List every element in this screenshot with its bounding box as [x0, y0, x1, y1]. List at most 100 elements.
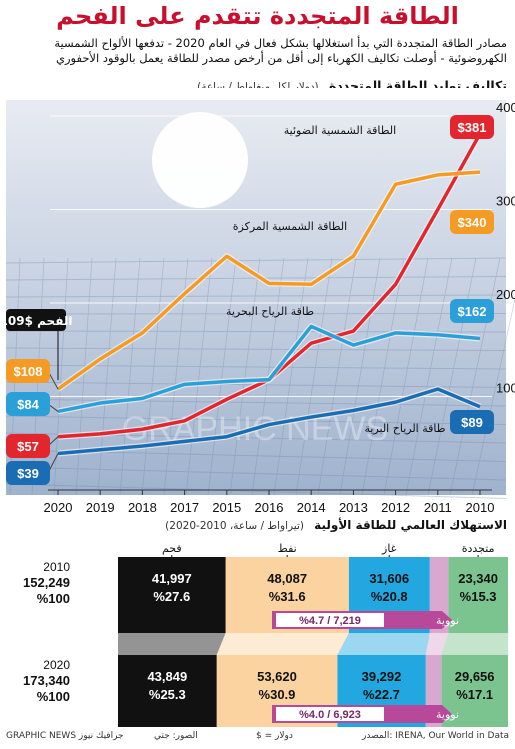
- panel-line: [471, 297, 515, 496]
- segment-value: 39,292: [362, 669, 402, 684]
- end-value-label: $162: [458, 304, 487, 319]
- consumption-chart: 2010152,249%10023,340%15.3متجددة31,606%2…: [23, 542, 508, 727]
- row-total-value: 173,340: [23, 673, 70, 688]
- coal-badge: [6, 309, 66, 331]
- panel-line: [361, 257, 405, 496]
- category-label: غاز: [381, 542, 397, 555]
- consumption-unit: (تيراواط / ساعة، 2010-2020): [165, 520, 304, 532]
- end-value-label: $381: [458, 120, 487, 135]
- consumption-title: الاستهلاك العالمي للطاقة الأولية (تيراوا…: [165, 518, 507, 532]
- end-value-badge: [450, 210, 494, 234]
- segment-pct: %20.8: [371, 589, 408, 604]
- connector-band: [441, 633, 508, 655]
- category-label: فحم: [162, 542, 182, 555]
- start-value-badge: [6, 434, 50, 458]
- y-tick-label: 300: [496, 194, 515, 209]
- segment-value: 53,620: [257, 669, 297, 684]
- start-value-label: $108: [14, 364, 43, 379]
- connector-band: [216, 633, 349, 655]
- panel-line: [5, 483, 507, 499]
- x-tick-label: 2016: [255, 500, 284, 515]
- panel-line: [229, 257, 261, 496]
- segment-pct: %27.6: [153, 589, 190, 604]
- start-value-label: $84: [17, 397, 39, 412]
- source-text: المصدر: IRENA, Our World in Data: [362, 731, 509, 741]
- row-year-label: 2020: [43, 658, 70, 672]
- row-total-pct: %100: [37, 689, 70, 704]
- end-value-badge: [450, 410, 494, 434]
- bar-segment: [118, 655, 217, 727]
- nuclear-value-label: %4.0 / 6,923: [299, 709, 361, 721]
- panel-line: [5, 294, 507, 298]
- series-name-label: الطاقة الشمسية الضوئية: [284, 124, 396, 137]
- segment-pct: %31.6: [269, 589, 306, 604]
- series-name-label: طاقة الرياح البرية: [364, 422, 445, 435]
- start-value-badge: [6, 392, 50, 416]
- page-subtitle: مصادر الطاقة المتجددة التي بدأ استغلالها…: [54, 36, 507, 65]
- x-tick-label: 2019: [86, 500, 115, 515]
- end-value-badge: [450, 115, 494, 139]
- panel-line: [207, 257, 237, 496]
- end-value-label: $340: [458, 215, 487, 230]
- panel-line: [75, 257, 93, 496]
- segment-pct: %30.9: [259, 687, 296, 702]
- start-value-badge: [6, 359, 50, 383]
- solar-panels: [5, 257, 515, 499]
- segment-value: 48,087: [267, 571, 307, 586]
- panel-line: [185, 257, 213, 496]
- y-tick-label: 200: [496, 287, 515, 302]
- panel-line: [5, 398, 507, 407]
- row-year-label: 2010: [43, 560, 70, 574]
- row-total-pct: %100: [37, 591, 70, 606]
- connector-band: [337, 633, 430, 655]
- panel-line: [295, 257, 333, 496]
- panel-line: [141, 257, 165, 496]
- connector-band: [118, 633, 226, 655]
- row-total-value: 152,249: [23, 575, 70, 590]
- panel-line: [5, 313, 507, 315]
- segment-pct: %25.3: [149, 687, 186, 702]
- x-tick-label: 2010: [466, 500, 495, 515]
- x-tick-label: 2020: [44, 500, 73, 515]
- panel-line: [5, 415, 507, 425]
- panel-line: [339, 257, 381, 496]
- end-value-label: $89: [461, 415, 483, 430]
- publisher-credit: GRAPHIC NEWS جرافيك نيوز: [6, 731, 124, 741]
- panel-line: [405, 257, 453, 496]
- segment-value: 29,656: [455, 669, 495, 684]
- panel-line: [383, 257, 429, 496]
- panel-line: [5, 347, 507, 351]
- category-label: نفط: [278, 542, 297, 555]
- coal-label: الفحم $109: [0, 314, 72, 328]
- panel-line: [273, 257, 309, 496]
- nuclear-name: نووية: [436, 708, 459, 721]
- category-label: متجددة: [462, 542, 495, 555]
- segment-value: 43,849: [147, 669, 187, 684]
- nuclear-callout-arrow: [442, 705, 452, 723]
- segment-pct: %22.7: [363, 687, 400, 702]
- x-tick-label: 2017: [170, 500, 199, 515]
- consumption-title-text: الاستهلاك العالمي للطاقة الأولية: [314, 518, 507, 532]
- bar-segment: [118, 557, 226, 633]
- x-tick-label: 2011: [424, 500, 452, 515]
- x-tick-label: 2012: [381, 500, 410, 515]
- start-value-label: $39: [17, 466, 39, 481]
- segment-pct: %17.1: [456, 687, 493, 702]
- panel-line: [317, 257, 357, 496]
- currency-note: $ = دولار: [256, 731, 293, 741]
- panel-line: [5, 257, 507, 264]
- series-name-label: الطاقة الشمسية المركزة: [233, 220, 347, 233]
- panel-line: [53, 257, 69, 496]
- nuclear-value-box: [276, 707, 384, 721]
- y-tick-label: 400: [496, 100, 515, 115]
- segment-value: 31,606: [369, 571, 409, 586]
- x-tick-label: 2018: [128, 500, 157, 515]
- nuclear-name: نووية: [436, 614, 459, 627]
- nuclear-value-label: %4.7 / 7,219: [299, 615, 361, 627]
- panel-line: [97, 257, 117, 496]
- bar-segment: [441, 655, 508, 727]
- sun-glow: [152, 112, 248, 208]
- x-tick-label: 2014: [297, 500, 326, 515]
- panel-line: [427, 257, 477, 496]
- x-tick-label: 2015: [212, 500, 241, 515]
